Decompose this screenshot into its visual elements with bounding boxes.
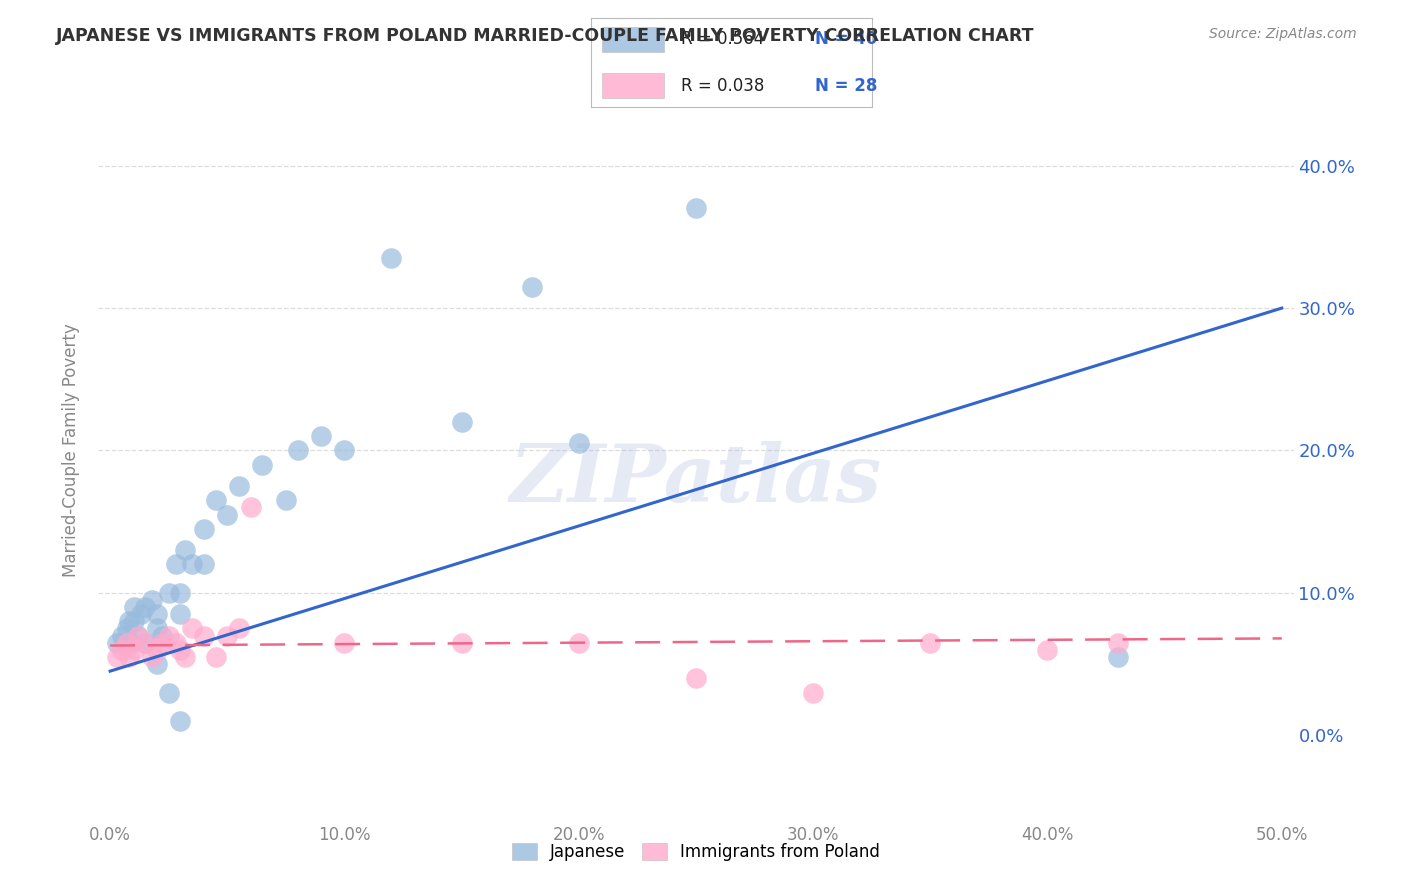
Point [685,202,707,216]
Point [165,558,187,572]
Point [146,607,169,622]
Point [193,628,215,642]
Point [520,279,543,293]
Point [169,714,191,728]
Point [115,635,138,649]
Point [146,642,169,657]
Text: R = 0.564: R = 0.564 [681,30,763,48]
Point [105,649,128,664]
Text: Source: ZipAtlas.com: Source: ZipAtlas.com [1209,27,1357,41]
Point [450,635,472,649]
Point [134,635,156,649]
Point [146,657,169,671]
Point [122,642,145,657]
Point [157,628,180,642]
Point [134,635,156,649]
Point [217,508,239,522]
Y-axis label: Married-Couple Family Poverty: Married-Couple Family Poverty [62,324,80,577]
Point [111,628,134,642]
Point [157,685,180,699]
Point [181,558,204,572]
Point [120,635,142,649]
Point [801,685,824,699]
Point [204,493,226,508]
Point [134,600,156,615]
Point [568,635,591,649]
Point [1107,635,1129,649]
Point [239,500,262,515]
Point [111,642,134,657]
Bar [602,27,664,52]
Point [150,635,173,649]
Point [122,600,145,615]
Text: JAPANESE VS IMMIGRANTS FROM POLAND MARRIED-COUPLE FAMILY POVERTY CORRELATION CHA: JAPANESE VS IMMIGRANTS FROM POLAND MARRI… [56,27,1035,45]
Point [169,642,191,657]
Point [150,628,173,642]
Point [122,615,145,629]
Point [920,635,942,649]
Point [1107,649,1129,664]
Point [287,443,309,458]
Point [217,628,239,642]
Point [568,436,591,450]
Point [228,622,250,636]
Point [252,458,274,472]
Point [309,429,332,443]
Point [127,628,149,642]
Point [118,615,141,629]
Point [181,622,204,636]
Point [174,543,197,558]
Point [169,586,191,600]
Point [380,252,402,266]
Text: ZIPatlas: ZIPatlas [510,442,882,519]
Point [1036,642,1059,657]
Text: N = 40: N = 40 [815,30,877,48]
Point [193,522,215,536]
Point [105,635,128,649]
Point [228,479,250,493]
Point [115,622,138,636]
Point [157,586,180,600]
Point [141,649,163,664]
Point [685,671,707,685]
Point [146,622,169,636]
Point [169,607,191,622]
Text: N = 28: N = 28 [815,77,877,95]
Point [193,558,215,572]
Point [141,593,163,607]
Point [274,493,297,508]
Point [450,415,472,429]
Point [127,628,149,642]
Legend: Japanese, Immigrants from Poland: Japanese, Immigrants from Poland [505,837,887,868]
Point [165,635,187,649]
Point [333,635,356,649]
Point [118,649,141,664]
Point [174,649,197,664]
Bar [602,73,664,98]
Point [129,607,152,622]
Text: R = 0.038: R = 0.038 [681,77,763,95]
Point [204,649,226,664]
Point [333,443,356,458]
